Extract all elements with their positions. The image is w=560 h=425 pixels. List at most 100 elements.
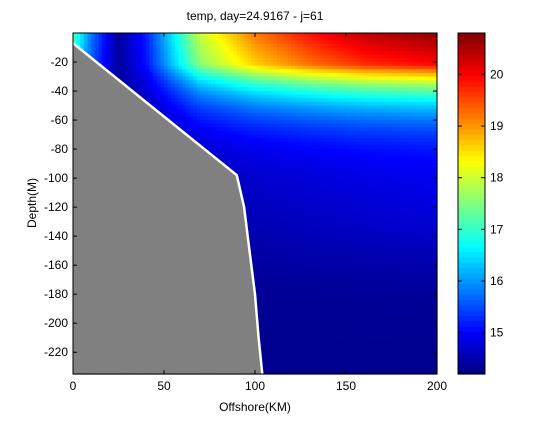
heatmap-cell [262,305,267,310]
heatmap-cell [193,98,198,103]
heatmap-cell [233,87,238,92]
heatmap-cell [207,65,212,70]
heatmap-cell [262,243,267,248]
heatmap-cell [251,80,256,85]
heatmap-cell [214,43,220,49]
heatmap-cell [218,138,223,143]
heatmap-cell [244,120,249,125]
heatmap-cell [222,123,227,128]
heatmap-cell [204,109,209,114]
heatmap-cell [178,33,183,38]
heatmap-cell [174,98,180,103]
heatmap-cell [214,40,220,45]
heatmap-cell [258,163,263,168]
heatmap-cell [258,225,263,230]
heatmap-cell [258,43,263,49]
heatmap-cell [116,72,121,78]
heatmap-cell [258,123,263,128]
heatmap-cell [255,297,260,303]
heatmap-cell [255,36,260,41]
heatmap-cell [171,80,176,85]
heatmap-cell [120,72,125,78]
heatmap-cell [233,116,238,121]
heatmap-cell [182,72,187,78]
heatmap-cell [233,120,238,125]
heatmap-cell [247,65,252,70]
heatmap-cell [258,62,263,67]
heatmap-cell [225,109,231,114]
heatmap-cell [193,33,198,38]
heatmap-cell [255,109,260,114]
heatmap-cell [222,101,227,107]
heatmap-cell [149,54,154,59]
heatmap-cell [156,83,161,89]
heatmap-cell [262,294,267,299]
heatmap-cell [244,80,249,85]
heatmap-cell [233,101,238,107]
heatmap-cell [251,72,256,78]
heatmap-cell [258,72,263,78]
heatmap-cell [240,98,245,103]
heatmap-cell [222,47,227,52]
heatmap-cell [258,254,263,259]
heatmap-cell [145,51,151,56]
heatmap-cell [138,80,143,85]
heatmap-cell [131,72,136,78]
heatmap-cell [131,36,136,41]
heatmap-cell [218,72,223,78]
heatmap-cell [222,43,227,49]
heatmap-cell [207,130,212,136]
heatmap-cell [211,83,216,89]
heatmap-cell [244,203,249,208]
heatmap-cell [98,47,103,52]
heatmap-cell [182,36,187,41]
heatmap-cell [211,62,216,67]
heatmap-cell [244,65,249,70]
heatmap-cell [174,58,180,63]
heatmap-cell [207,112,212,118]
heatmap-cell [255,181,260,186]
heatmap-cell [138,36,143,41]
heatmap-cell [145,87,151,92]
heatmap-cell [255,69,260,74]
heatmap-cell [113,40,118,45]
heatmap-cell [258,101,263,107]
heatmap-cell [240,134,245,139]
heatmap-cell [174,51,180,56]
heatmap-cell [255,134,260,139]
heatmap-cell [251,62,256,67]
heatmap-cell [156,87,161,92]
heatmap-cell [189,69,194,74]
heatmap-cell [196,36,201,41]
heatmap-cell [244,130,249,136]
heatmap-cell [204,69,209,74]
heatmap-cell [229,72,234,78]
heatmap-cell [193,87,198,92]
heatmap-cell [211,87,216,92]
heatmap-cell [200,134,205,139]
heatmap-cell [258,257,263,263]
heatmap-cell [233,127,238,132]
heatmap-cell [258,337,263,342]
heatmap-cell [255,239,260,245]
heatmap-cell [138,47,143,52]
heatmap-cell [262,87,267,92]
heatmap-cell [164,83,169,89]
heatmap-cell [127,69,132,74]
heatmap-cell [138,76,143,81]
heatmap-cell [244,47,249,52]
heatmap-cell [113,72,118,78]
heatmap-cell [262,344,267,350]
heatmap-cell [240,185,245,190]
heatmap-cell [229,58,234,63]
heatmap-cell [204,47,209,52]
heatmap-cell [134,87,140,92]
heatmap-cell [200,98,205,103]
heatmap-cell [193,116,198,121]
heatmap-cell [251,109,256,114]
heatmap-cell [229,138,234,143]
heatmap-cell [251,76,256,81]
heatmap-cell [229,112,234,118]
heatmap-cell [142,43,147,49]
heatmap-cell [240,62,245,67]
